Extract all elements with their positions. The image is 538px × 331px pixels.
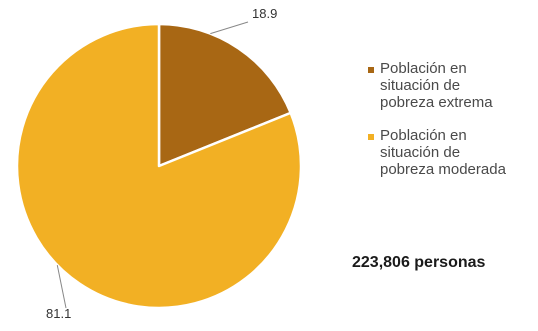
- legend-label-extreme-poverty: Población en situación de pobreza extrem…: [380, 60, 493, 111]
- legend-swatch-moderate-poverty: [368, 134, 374, 140]
- data-label-extreme-poverty: 18.9: [252, 6, 277, 21]
- pie-slice-extreme-poverty: [157, 22, 292, 168]
- legend-label-moderate-poverty: Población en situación de pobreza modera…: [380, 127, 506, 178]
- data-label-moderate-poverty: 81.1: [46, 306, 71, 321]
- legend-swatch-extreme-poverty: [368, 67, 374, 73]
- data-labels: 18.9 81.1: [46, 6, 277, 321]
- leader-line-moderate-poverty: [56, 264, 67, 309]
- leader-line-extreme-poverty: [210, 21, 249, 35]
- pie-slice-moderate-poverty: [15, 22, 303, 310]
- pie-slices: [15, 22, 303, 310]
- legend-item-extreme-poverty: Población en situación de pobreza extrem…: [368, 60, 538, 111]
- total-population-label: 223,806 personas: [352, 254, 486, 271]
- leader-lines: [56, 21, 249, 309]
- legend: Población en situación de pobreza extrem…: [368, 60, 538, 194]
- legend-item-moderate-poverty: Población en situación de pobreza modera…: [368, 127, 538, 178]
